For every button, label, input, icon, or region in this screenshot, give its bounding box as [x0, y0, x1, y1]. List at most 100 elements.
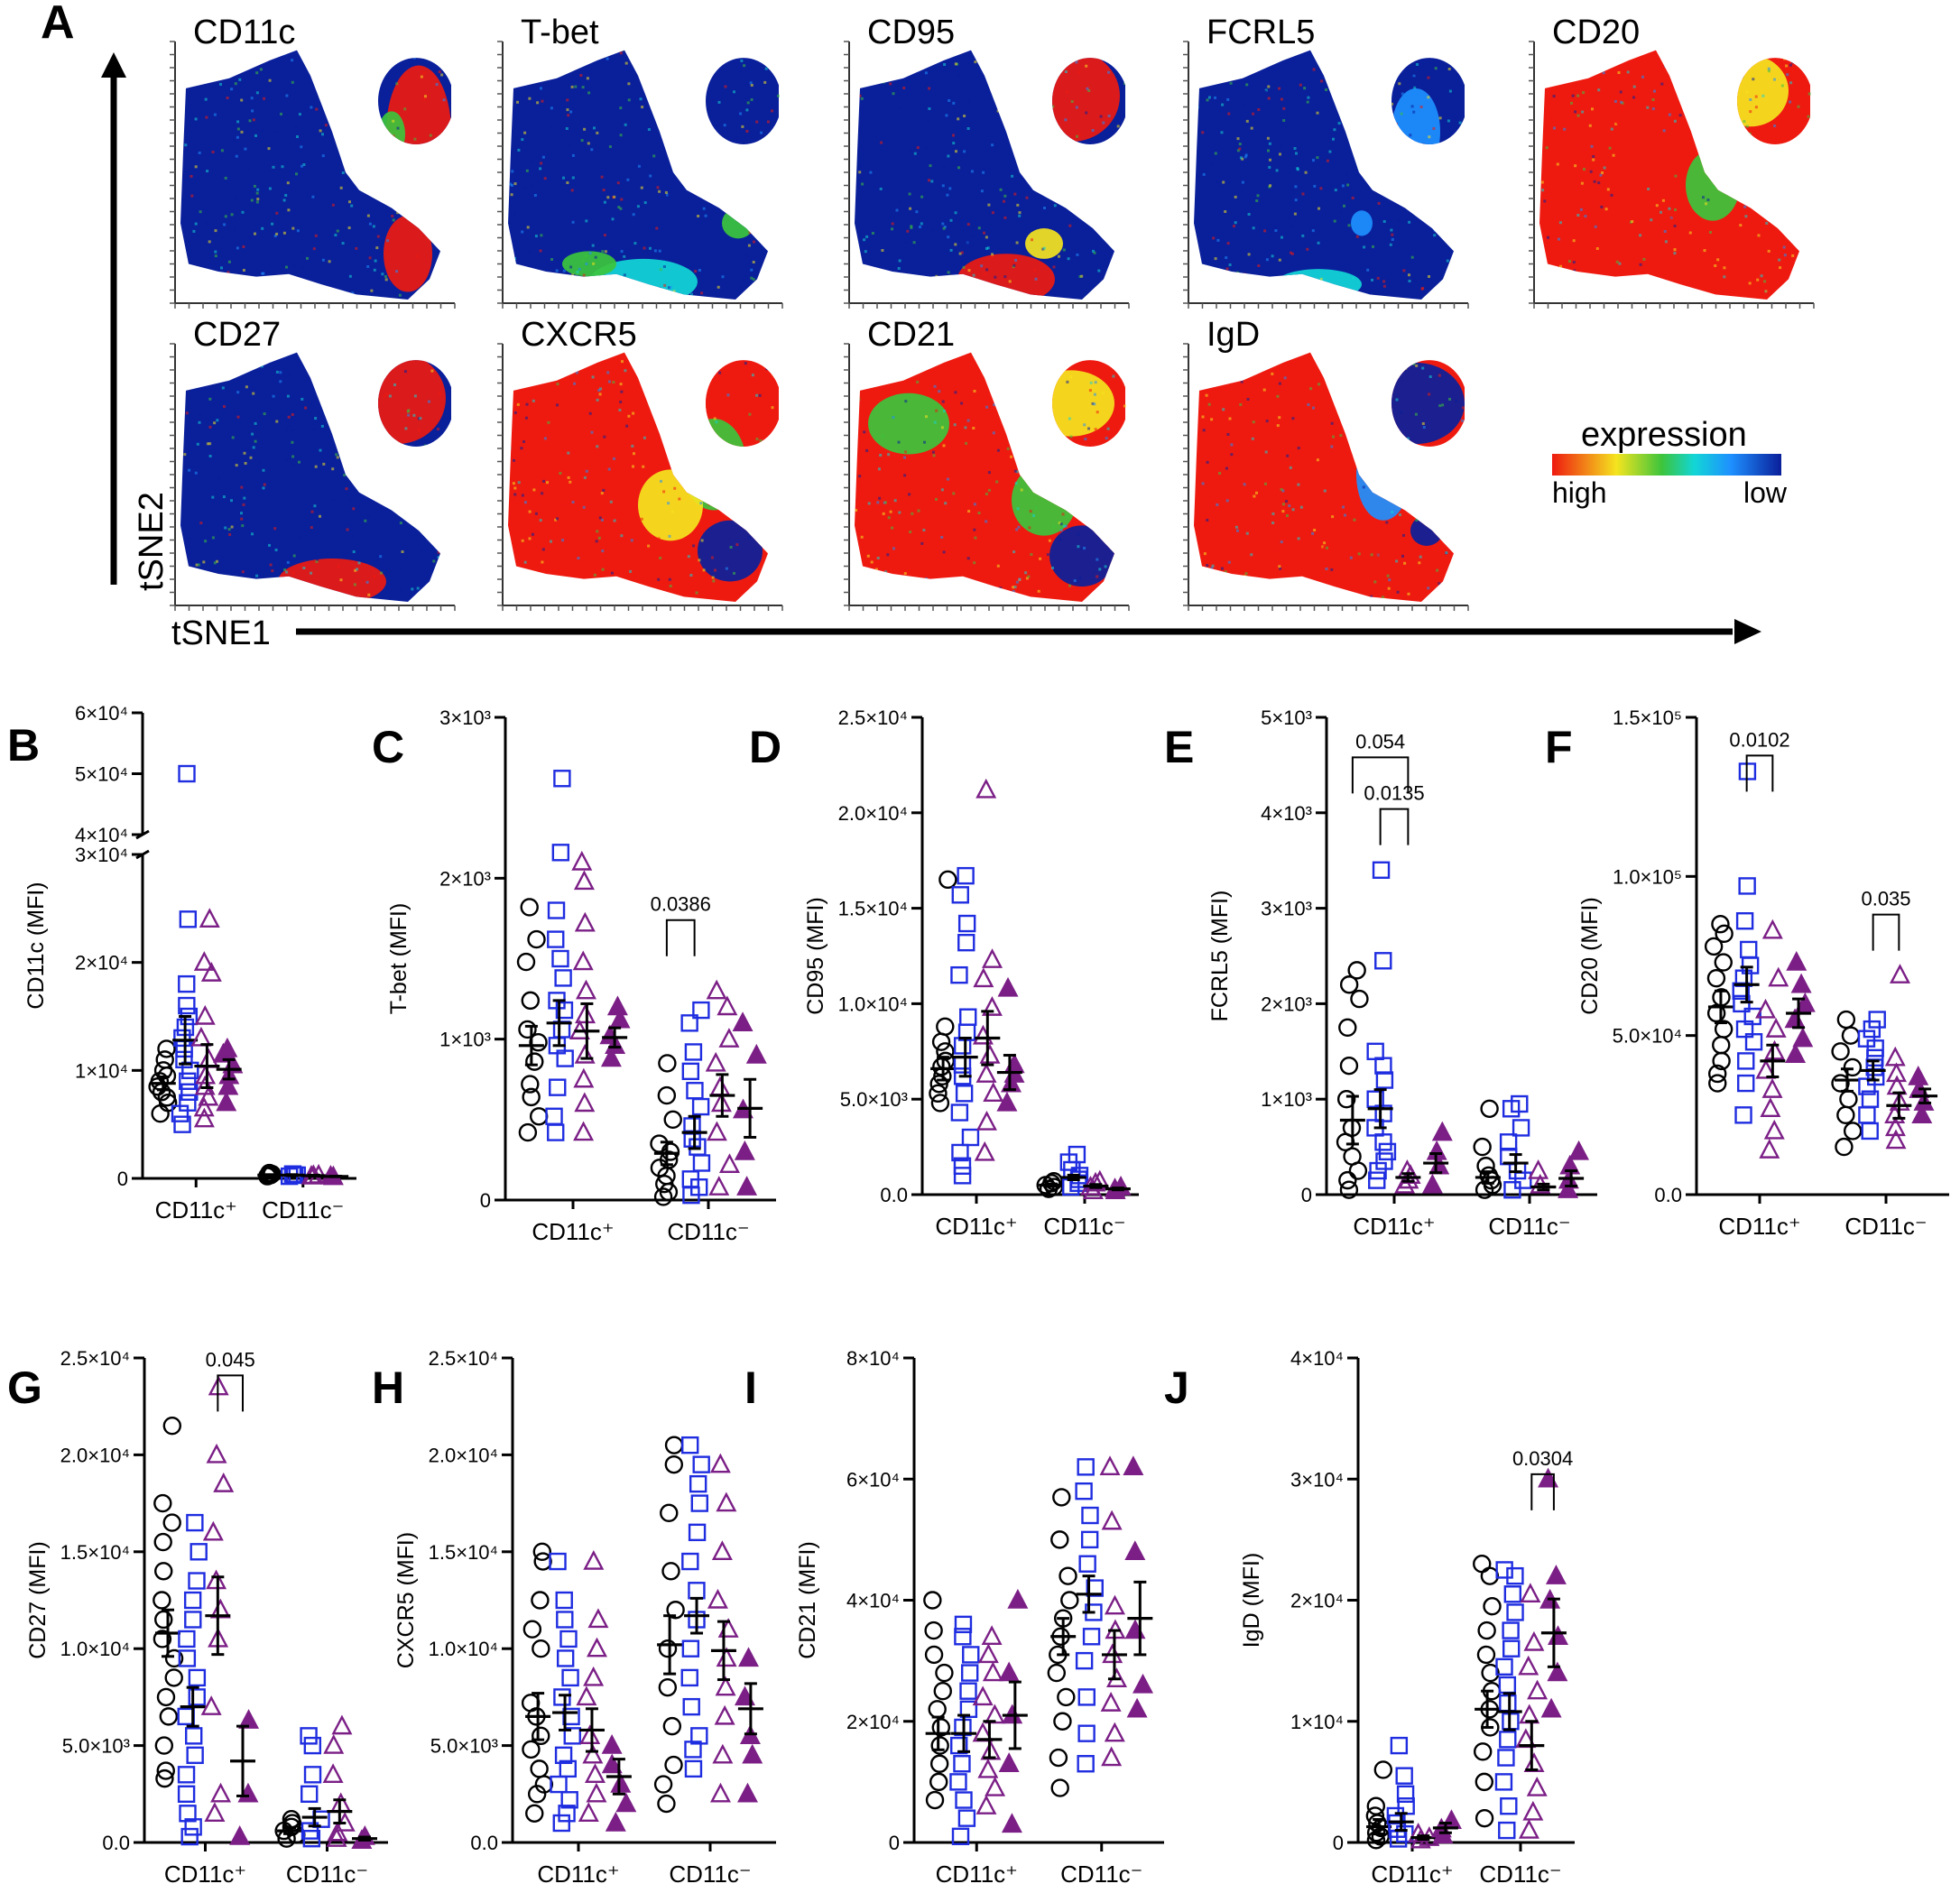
x-tick-label: CD11c⁻ — [667, 1218, 749, 1245]
tsne-speckle — [324, 93, 328, 97]
tsne-speckle — [752, 227, 754, 231]
tsne-speckle — [1593, 180, 1596, 183]
tsne-speckle — [1413, 86, 1417, 89]
tsne-speckle — [300, 145, 303, 149]
tsne-speckle — [629, 290, 633, 293]
tsne-speckle — [1350, 403, 1354, 407]
tsne-speckle — [359, 347, 362, 350]
tsne-speckle — [746, 101, 750, 105]
tsne-speckle — [1702, 196, 1705, 199]
tsne-speckle — [1576, 214, 1580, 217]
tsne-speckle — [238, 78, 242, 81]
tsne-speckle — [380, 429, 384, 431]
tsne-speckle — [437, 556, 440, 559]
data-point — [1001, 1072, 1022, 1093]
tsne-speckle — [1545, 146, 1549, 150]
tsne-speckle — [395, 82, 399, 86]
tsne-speckle — [400, 588, 402, 592]
data-point — [1835, 1137, 1854, 1157]
tsne-speckle — [298, 352, 301, 353]
tsne-speckle — [1724, 51, 1728, 55]
tsne-speckle — [923, 531, 927, 535]
tsne-speckle — [738, 508, 742, 511]
tsne-speckle — [941, 222, 945, 226]
data-point — [1866, 1048, 1884, 1067]
tsne-speckle — [739, 112, 743, 115]
tsne-speckle — [1033, 143, 1037, 146]
data-point — [955, 1085, 974, 1103]
tsne-speckle — [632, 411, 635, 415]
tsne-speckle — [694, 385, 698, 389]
data-point — [959, 1682, 977, 1700]
tsne-speckle — [425, 503, 429, 507]
tsne-hotspot — [1713, 55, 1745, 87]
tsne-speckle — [1675, 73, 1678, 76]
tsne-speckle — [700, 539, 704, 542]
tsne-speckle — [337, 422, 341, 426]
tsne-speckle — [1688, 82, 1692, 86]
tsne-speckle — [1226, 97, 1230, 101]
tsne-speckle — [1569, 78, 1573, 81]
data-point — [1126, 1697, 1148, 1718]
tsne-speckle — [351, 291, 355, 295]
tsne-speckle — [375, 559, 379, 562]
tsne-speckle — [262, 468, 265, 472]
tsne-speckle — [669, 423, 672, 427]
tsne-hotspot — [1713, 55, 1789, 127]
tsne-speckle — [354, 482, 357, 485]
tsne-speckle — [643, 436, 646, 439]
tsne-speckle — [1653, 89, 1656, 93]
tsne-speckle — [1574, 164, 1577, 168]
tsne-speckle — [346, 528, 349, 531]
tsne-speckle — [876, 501, 880, 504]
tsne-speckle — [389, 145, 393, 149]
tsne-speckle — [642, 299, 645, 300]
tsne-speckle — [256, 188, 260, 191]
tsne-speckle — [758, 393, 762, 397]
tsne-speckle — [865, 448, 869, 452]
tsne-speckle — [1409, 134, 1412, 137]
tsne-speckle — [1793, 143, 1797, 147]
data-point — [578, 1802, 599, 1822]
tsne-speckle — [912, 241, 916, 245]
tsne-speckle — [291, 290, 294, 293]
tsne-speckle — [1603, 291, 1606, 294]
tsne-speckle — [1065, 514, 1068, 518]
tsne-speckle — [214, 229, 217, 233]
tsne-speckle — [990, 255, 994, 259]
tsne-speckle — [566, 98, 569, 102]
tsne-map-cd95: CD95 — [844, 14, 1130, 309]
tsne-speckle — [977, 207, 981, 210]
tsne-speckle — [1246, 398, 1250, 401]
data-point — [1421, 1173, 1443, 1194]
tsne-speckle — [263, 97, 266, 100]
tsne-speckle — [1597, 88, 1601, 92]
tsne-speckle — [996, 109, 1000, 113]
tsne-speckle — [1382, 280, 1386, 283]
tsne-speckle — [968, 291, 972, 294]
tsne-speckle — [296, 229, 300, 233]
tsne-speckle — [449, 466, 452, 469]
tsne-speckle — [1353, 518, 1356, 522]
tsne-speckle — [991, 143, 994, 147]
data-point — [1369, 1161, 1387, 1180]
tsne-speckle — [522, 287, 526, 291]
data-point — [1389, 1830, 1408, 1848]
tsne-speckle — [395, 270, 399, 273]
tsne-speckle — [938, 390, 941, 393]
tsne-speckle — [298, 113, 301, 116]
tsne-speckle — [243, 586, 246, 589]
tsne-speckle — [1711, 143, 1714, 145]
tsne-speckle — [659, 268, 662, 272]
tsne-speckle — [747, 244, 751, 247]
tsne-speckle — [777, 94, 780, 97]
tsne-speckle — [897, 277, 900, 281]
tsne-speckle — [364, 519, 367, 522]
tsne-speckle — [1203, 600, 1207, 602]
tsne-speckle — [610, 516, 614, 520]
tsne-speckle — [1439, 196, 1443, 199]
tsne-speckle — [317, 411, 320, 415]
tsne-speckle — [999, 188, 1003, 191]
tsne-speckle — [401, 568, 404, 571]
tsne-speckle — [1071, 56, 1075, 60]
